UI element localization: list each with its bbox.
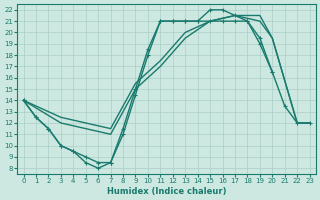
X-axis label: Humidex (Indice chaleur): Humidex (Indice chaleur) xyxy=(107,187,226,196)
